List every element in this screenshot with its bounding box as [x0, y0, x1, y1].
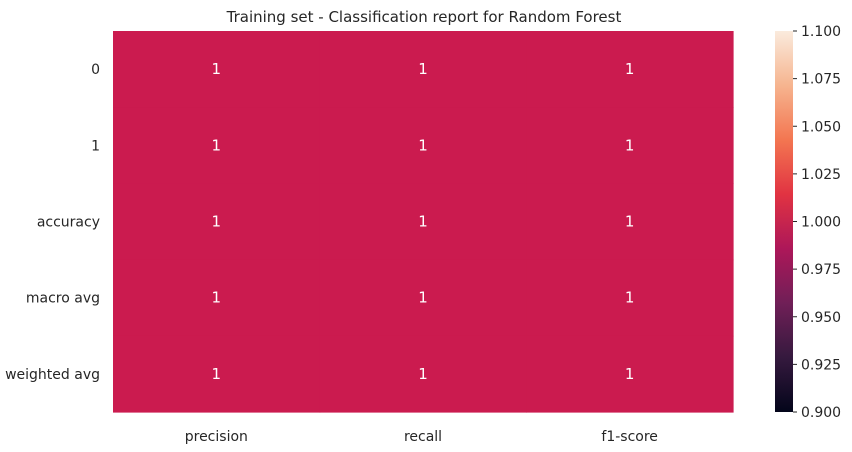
cell-annotation: 1 [625, 60, 635, 78]
cell-annotation: 1 [625, 136, 635, 154]
y-axis-tick-labels: 0 1 accuracy macro avg weighted avg [5, 62, 100, 383]
colorbar-tick-label: 1.000 [801, 215, 841, 231]
colorbar: 0.900 0.925 0.950 0.975 1.000 1.025 1.050 1.075… [775, 24, 841, 421]
column-label: recall [404, 429, 442, 445]
heatmap-cell [319, 335, 527, 413]
heatmap-cell [113, 335, 321, 413]
colorbar-tick-label: 0.925 [801, 357, 841, 373]
heatmap-cell [526, 107, 734, 184]
row-label: 0 [91, 62, 100, 78]
cell-annotation: 1 [625, 213, 635, 231]
cell-annotation: 1 [418, 60, 428, 78]
column-label: precision [185, 429, 248, 445]
heatmap-cell [526, 183, 734, 261]
cell-annotation: 1 [212, 136, 222, 154]
heatmap-cell [113, 31, 321, 108]
cell-annotation: 1 [418, 213, 428, 231]
heatmap-cell [526, 31, 734, 108]
cell-annotation: 1 [212, 213, 222, 231]
cell-annotation: 1 [418, 365, 428, 383]
heatmap-cell [526, 259, 734, 337]
cell-annotation: 1 [212, 365, 222, 383]
cell-annotation: 1 [625, 289, 635, 307]
row-label: macro avg [26, 291, 100, 307]
colorbar-tick-label: 1.075 [801, 72, 841, 88]
colorbar-tick-label: 0.975 [801, 262, 841, 278]
colorbar-gradient [775, 31, 793, 412]
heatmap-cell [113, 259, 321, 337]
cell-annotation: 1 [212, 60, 222, 78]
column-label: f1-score [601, 429, 658, 445]
chart-title: Training set - Classification report for… [226, 8, 622, 26]
cell-annotation: 1 [418, 136, 428, 154]
row-label: accuracy [37, 215, 100, 231]
heatmap-cell [319, 107, 527, 184]
heatmap-cell [113, 183, 321, 261]
cell-annotation: 1 [625, 365, 635, 383]
colorbar-tick-label: 1.025 [801, 167, 841, 183]
cell-annotation: 1 [418, 289, 428, 307]
heatmap-cell [526, 335, 734, 413]
x-axis-tick-labels: precision recall f1-score [185, 429, 658, 445]
cell-annotations: 1 1 1 1 1 1 1 1 1 1 1 1 1 1 1 [212, 60, 635, 383]
colorbar-tick-label: 0.950 [801, 310, 841, 326]
colorbar-tick-label: 1.050 [801, 119, 841, 135]
cell-annotation: 1 [212, 289, 222, 307]
heatmap-cell [319, 183, 527, 261]
heatmap-cell [319, 31, 527, 108]
heatmap-cell [113, 107, 321, 184]
colorbar-tick-label: 1.100 [801, 24, 841, 40]
heatmap-cell [319, 259, 527, 337]
heatmap-cells [113, 31, 734, 413]
row-label: 1 [91, 138, 100, 154]
colorbar-tick-label: 0.900 [801, 405, 841, 421]
row-label: weighted avg [5, 367, 100, 383]
